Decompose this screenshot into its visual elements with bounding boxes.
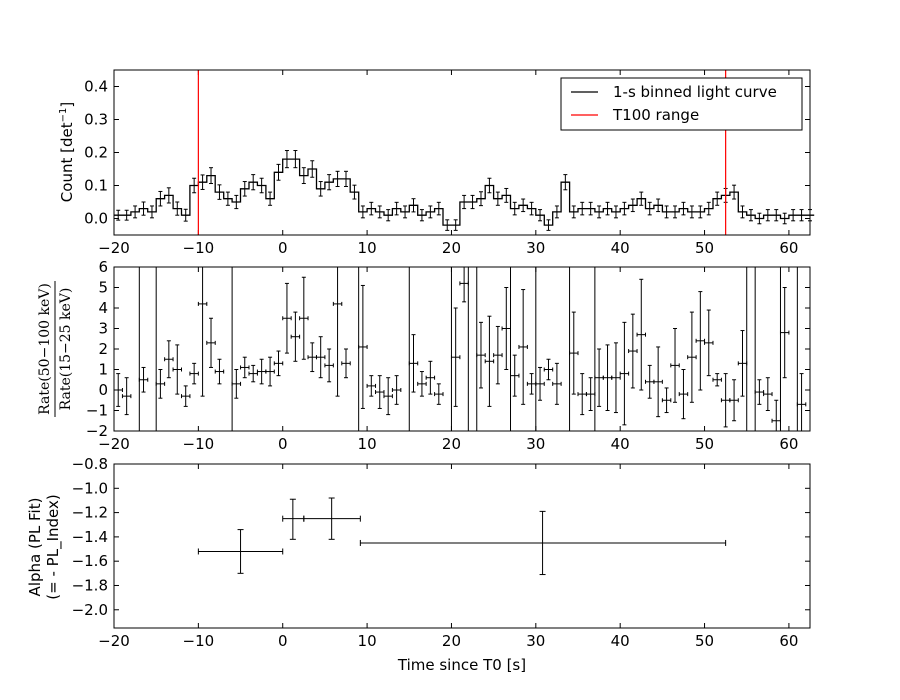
- mid-xtick-label: 50: [695, 435, 714, 453]
- bot-ytick-label: −1.4: [72, 528, 108, 546]
- top-ylabel: Count [det−1]: [58, 102, 76, 202]
- bot-ytick-label: −2.0: [72, 601, 108, 619]
- top-xtick-label: 60: [779, 239, 798, 257]
- top-xtick-label: 0: [278, 239, 288, 257]
- legend-label-light-curve: 1-s binned light curve: [613, 83, 777, 101]
- bot-ytick-label: −1.6: [72, 552, 108, 570]
- mid-xtick-label: 0: [278, 435, 288, 453]
- bot-ytick-label: −1.0: [72, 479, 108, 497]
- mid-ytick-label: 5: [98, 279, 108, 297]
- top-xtick-label: 50: [695, 239, 714, 257]
- bottom-axes-frame: [113, 463, 811, 629]
- bot-xtick-label: 50: [695, 632, 714, 650]
- bot-xtick-label: 30: [526, 632, 545, 650]
- top-xtick-label: −20: [98, 239, 130, 257]
- lightcurve-panel: −20 −10 0 10 20 30 40 50 60 0.0 0.1 0.2 0.3 0.4: [84, 69, 815, 257]
- top-ytick-label: 0.2: [84, 144, 108, 162]
- bottom-ylabel-line1: Alpha (PL Fit): [26, 498, 44, 597]
- mid-xtick-label: 60: [779, 435, 798, 453]
- middle-axes-frame: [113, 266, 811, 432]
- top-xtick-label: 30: [526, 239, 545, 257]
- mid-ytick-label: 2: [98, 340, 108, 358]
- mid-ytick-label: 3: [98, 320, 108, 338]
- bot-ytick-label: −1.2: [72, 504, 108, 522]
- mid-xtick-label: 30: [526, 435, 545, 453]
- mid-xtick-label: −10: [183, 435, 215, 453]
- x-axis-label: Time since T0 [s]: [397, 656, 526, 674]
- alpha-panel: −20 −10 0 10 20 30 40 50 60 −2.0 −1.8 −1.6 −1.4 −1.2 −…: [72, 455, 811, 650]
- top-ytick-label: 0.1: [84, 177, 108, 195]
- top-ytick-label: 0.0: [84, 210, 108, 228]
- bot-xtick-label: 40: [611, 632, 630, 650]
- bot-ytick-label: −0.8: [72, 455, 108, 473]
- top-axes-frame: [113, 69, 811, 236]
- top-xtick-label: −10: [183, 239, 215, 257]
- bot-xtick-label: 0: [278, 632, 288, 650]
- middle-ylabel: Rate(50−100 keV) Rate(15−25 keV): [37, 281, 74, 417]
- mid-xtick-label: 20: [442, 435, 461, 453]
- middle-ylabel-denominator: Rate(15−25 keV): [58, 288, 74, 411]
- mid-xtick-label: 10: [358, 435, 377, 453]
- mid-ytick-label: 0: [98, 381, 108, 399]
- mid-ytick-label: 4: [98, 299, 108, 317]
- bot-xtick-label: −20: [98, 632, 130, 650]
- bot-ytick-label: −1.8: [72, 576, 108, 594]
- top-ytick-label: 0.3: [84, 111, 108, 129]
- mid-xtick-label: 40: [611, 435, 630, 453]
- top-ytick-label: 0.4: [84, 78, 108, 96]
- mid-ytick-label: −1: [86, 402, 108, 420]
- bot-xtick-label: −10: [183, 632, 215, 650]
- mid-ytick-label: 1: [98, 361, 108, 379]
- light-curve-step: [114, 158, 815, 226]
- bottom-ylabel-line2: (= - PL_Index): [44, 494, 63, 599]
- mid-xtick-label: −20: [98, 435, 130, 453]
- bottom-ylabel: Alpha (PL Fit) (= - PL_Index): [26, 494, 63, 599]
- legend-label-t100: T100 range: [612, 106, 699, 124]
- legend-box: [560, 77, 803, 131]
- bot-xtick-label: 20: [442, 632, 461, 650]
- bot-xtick-label: 60: [779, 632, 798, 650]
- mid-ytick-label: 6: [98, 258, 108, 276]
- top-xtick-label: 10: [358, 239, 377, 257]
- mid-ytick-label: −2: [86, 422, 108, 440]
- legend: 1-s binned light curve T100 range: [560, 77, 803, 131]
- top-xtick-label: 40: [611, 239, 630, 257]
- top-xtick-label: 20: [442, 239, 461, 257]
- middle-ylabel-numerator: Rate(50−100 keV): [37, 283, 53, 415]
- bot-xtick-label: 10: [358, 632, 377, 650]
